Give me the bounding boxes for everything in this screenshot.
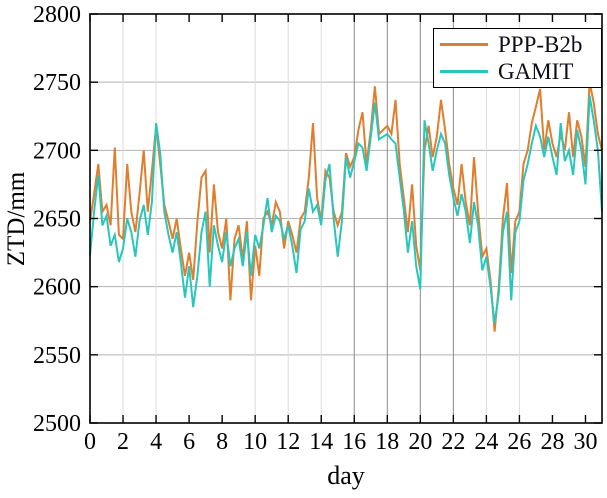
x-tick-label: 14 [309, 429, 333, 455]
tick-label-layer: 0 2 4 6 8 10 12 14 16 18 20 22 24 26 28 302500255026002… [33, 2, 597, 455]
y-axis-label: ZTD/mm [3, 171, 30, 266]
y-tick-label: 2700 [33, 138, 81, 164]
x-tick-label: 22 [441, 429, 465, 455]
y-tick-label: 2500 [33, 411, 81, 437]
x-tick-label: 8 [216, 429, 228, 455]
y-tick-label: 2750 [33, 70, 81, 96]
series-line-ppp-b2b [89, 82, 603, 332]
y-tick-label: 2800 [33, 2, 81, 28]
tick-layer [89, 13, 602, 424]
x-tick-label: 16 [342, 429, 366, 455]
x-tick-label: 4 [150, 429, 162, 455]
gamit-line-swatch [440, 70, 488, 73]
x-tick-label: 12 [276, 429, 300, 455]
y-tick-label: 2600 [33, 275, 81, 301]
legend-label-gamit: GAMIT [498, 59, 574, 84]
x-tick-label: 20 [408, 429, 432, 455]
x-tick-label: 26 [507, 429, 531, 455]
legend-item-ppp-b2b: PPP-B2b [440, 32, 595, 58]
legend: PPP-B2b GAMIT [433, 28, 602, 88]
y-tick-label: 2650 [33, 207, 81, 233]
x-tick-label: 10 [243, 429, 267, 455]
y-tick-label: 2550 [33, 343, 81, 369]
x-tick-label: 24 [474, 429, 498, 455]
x-axis-label: day [327, 461, 365, 490]
x-tick-label: 0 [84, 429, 96, 455]
legend-label-ppp-b2b: PPP-B2b [498, 32, 583, 57]
series-line-gamit [89, 95, 603, 324]
ppp-b2b-line-swatch [440, 43, 488, 46]
x-tick-label: 18 [375, 429, 399, 455]
series-layer [89, 82, 603, 332]
x-tick-label: 2 [117, 429, 129, 455]
x-tick-label: 28 [540, 429, 564, 455]
x-tick-label: 30 [573, 429, 597, 455]
legend-item-gamit: GAMIT [440, 59, 595, 85]
x-tick-label: 6 [183, 429, 195, 455]
